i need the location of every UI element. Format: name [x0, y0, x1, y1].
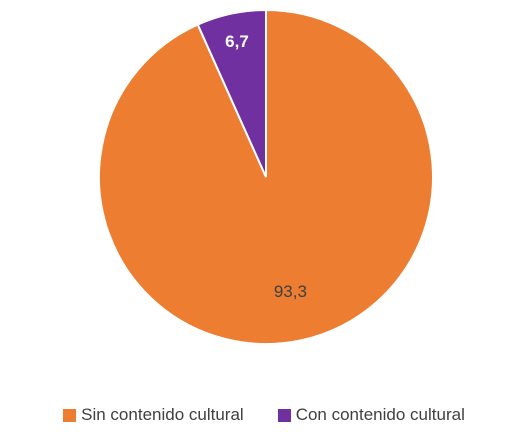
pie-slice-con-contenido: [196, 8, 267, 178]
legend-swatch-con-contenido: [277, 408, 291, 422]
legend-label-con-contenido: Con contenido cultural: [295, 405, 465, 424]
legend-swatch-sin-contenido: [63, 408, 77, 422]
legend: Sin contenido cultural Con contenido cul…: [0, 403, 528, 427]
legend-label-sin-contenido: Sin contenido cultural: [81, 405, 244, 424]
legend-item-con-contenido: Con contenido cultural: [277, 405, 465, 425]
legend-item-sin-contenido: Sin contenido cultural: [63, 405, 244, 425]
data-label-con-contenido: 6,7: [225, 32, 249, 51]
data-label-sin-contenido: 93,3: [274, 282, 307, 301]
